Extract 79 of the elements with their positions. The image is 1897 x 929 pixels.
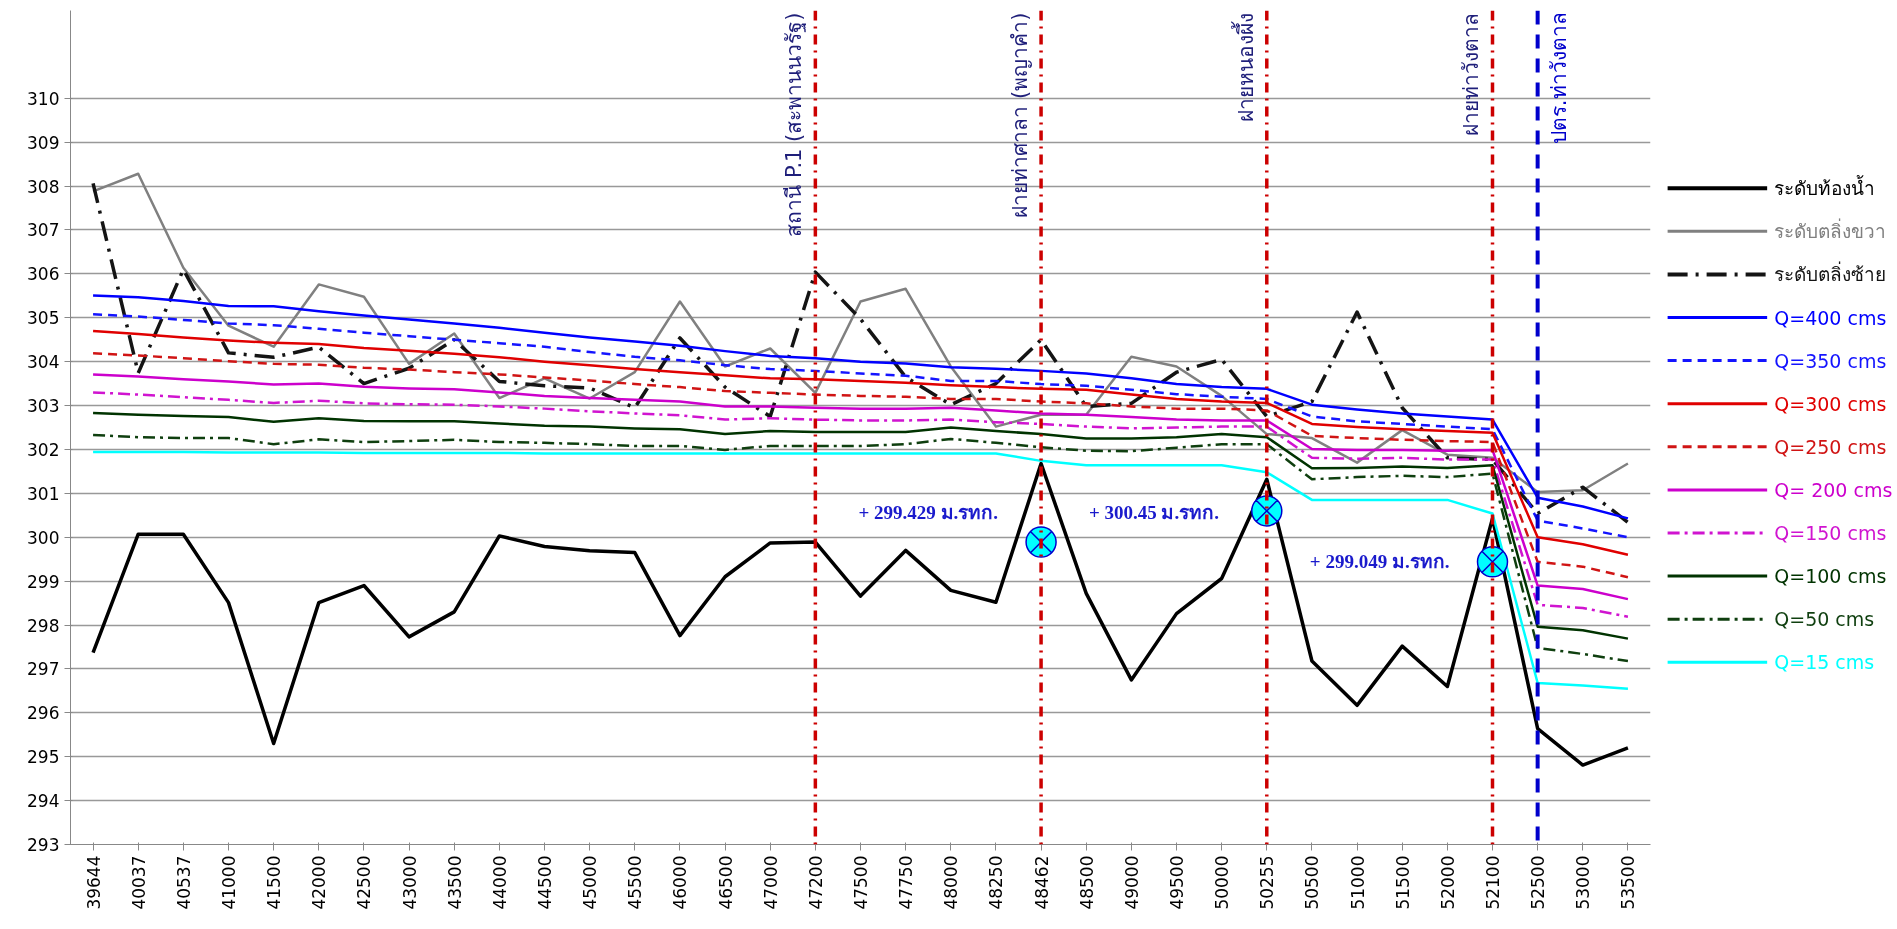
x-tick-label: 50255	[1257, 855, 1278, 910]
ref-line-label: สถานี P.1 (สะพานนวรัฐ)	[782, 12, 807, 237]
y-tick-label: 294	[27, 791, 60, 812]
text: Q= 200 cms	[1774, 478, 1893, 501]
x-tick-label: 43500	[444, 855, 465, 910]
y-tick-label: 302	[27, 439, 60, 460]
y-tick-label: 303	[27, 396, 60, 417]
text: Q=400 cms	[1774, 306, 1887, 329]
ref-line-label: ฝายท่าวังตาล	[1459, 12, 1484, 136]
x-tick-label: 48000	[941, 855, 962, 910]
x-tick-label: 49000	[1121, 855, 1142, 910]
text: ระดับท้องน้ำ	[1774, 175, 1876, 200]
x-tick-label: 51500	[1392, 855, 1413, 910]
y-tick-label: 310	[27, 88, 60, 109]
y-tick-label: 308	[27, 176, 60, 197]
x-tick-label: 46000	[670, 855, 691, 910]
x-tick-label: 50500	[1302, 855, 1323, 910]
ref-line-label: ฝายท่าศาลา (พญาคำ)	[1008, 12, 1033, 218]
ref-line-label: ปตร.ท่าวังตาล	[1546, 12, 1571, 145]
y-tick-label: 306	[27, 264, 60, 285]
line-series	[91, 461, 1630, 767]
text: Q=100 cms	[1774, 565, 1887, 588]
x-tick-label: 52500	[1528, 855, 1549, 910]
annotation: + 299.429 ม.รทก.	[858, 502, 998, 524]
y-tick-label: 307	[27, 220, 60, 241]
x-tick-label: 53500	[1618, 855, 1639, 910]
ref-line-label: ฝายหนองผึ้ง	[1230, 12, 1258, 122]
text: Q=300 cms	[1774, 392, 1887, 415]
line-series	[91, 433, 1630, 663]
x-tick-label: 50000	[1212, 855, 1233, 910]
y-tick-label: 293	[27, 835, 60, 855]
y-tick-label: 305	[27, 308, 60, 329]
y-tick-label: 295	[27, 747, 60, 768]
line-series	[91, 294, 1630, 520]
y-tick-label: 304	[27, 352, 60, 373]
y-tick-label: 298	[27, 615, 60, 636]
text: Q=350 cms	[1774, 349, 1887, 372]
annotation: + 300.45 ม.รทก.	[1088, 502, 1219, 524]
y-tick-label: 301	[27, 483, 60, 504]
x-tick-label: 48462	[1031, 855, 1052, 910]
x-tick-label: 52000	[1437, 855, 1458, 910]
x-tick-label: 42000	[309, 855, 330, 910]
line-series	[91, 352, 1630, 579]
y-tick-label: 300	[27, 527, 60, 548]
x-tick-label: 48500	[1076, 855, 1097, 910]
y-tick-label: 309	[27, 132, 60, 153]
x-tick-label: 41000	[219, 855, 239, 910]
x-tick-label: 44000	[489, 855, 510, 910]
x-tick-label: 45500	[625, 855, 646, 910]
text: Q=50 cms	[1774, 608, 1875, 631]
y-tick-label: 297	[27, 659, 60, 680]
line-series	[91, 411, 1630, 640]
text: ระดับตลิ่งซ้าย	[1774, 261, 1887, 286]
x-tick-label: 44500	[535, 855, 555, 910]
x-tick-label: 40537	[173, 855, 194, 910]
line-series	[91, 450, 1630, 690]
text: ระดับตลิ่งขวา	[1774, 218, 1887, 243]
x-tick-label: 43000	[399, 855, 420, 910]
x-tick-label: 40037	[128, 855, 149, 910]
x-tick-label: 51000	[1347, 855, 1368, 910]
y-tick-label: 296	[27, 703, 60, 724]
x-tick-label: 45000	[580, 855, 601, 910]
x-tick-label: 47200	[805, 855, 826, 910]
text: Q=250 cms	[1774, 435, 1887, 458]
y-tick-label: 299	[27, 571, 60, 592]
x-tick-label: 47500	[851, 855, 871, 910]
text: Q=15 cms	[1774, 651, 1875, 674]
x-tick-label: 53000	[1573, 855, 1594, 910]
annotation: + 299.049 ม.รทก.	[1309, 551, 1450, 573]
x-tick-label: 47000	[760, 855, 781, 910]
x-tick-label: 46500	[715, 855, 736, 910]
x-tick-label: 52100	[1483, 855, 1503, 910]
x-tick-label: 41500	[264, 855, 285, 910]
x-tick-label: 49500	[1167, 855, 1187, 910]
text: Q=150 cms	[1774, 521, 1887, 544]
x-tick-label: 39644	[83, 855, 104, 910]
x-tick-label: 47750	[896, 855, 917, 910]
x-tick-label: 42500	[354, 855, 375, 910]
x-tick-label: 48250	[986, 855, 1007, 910]
